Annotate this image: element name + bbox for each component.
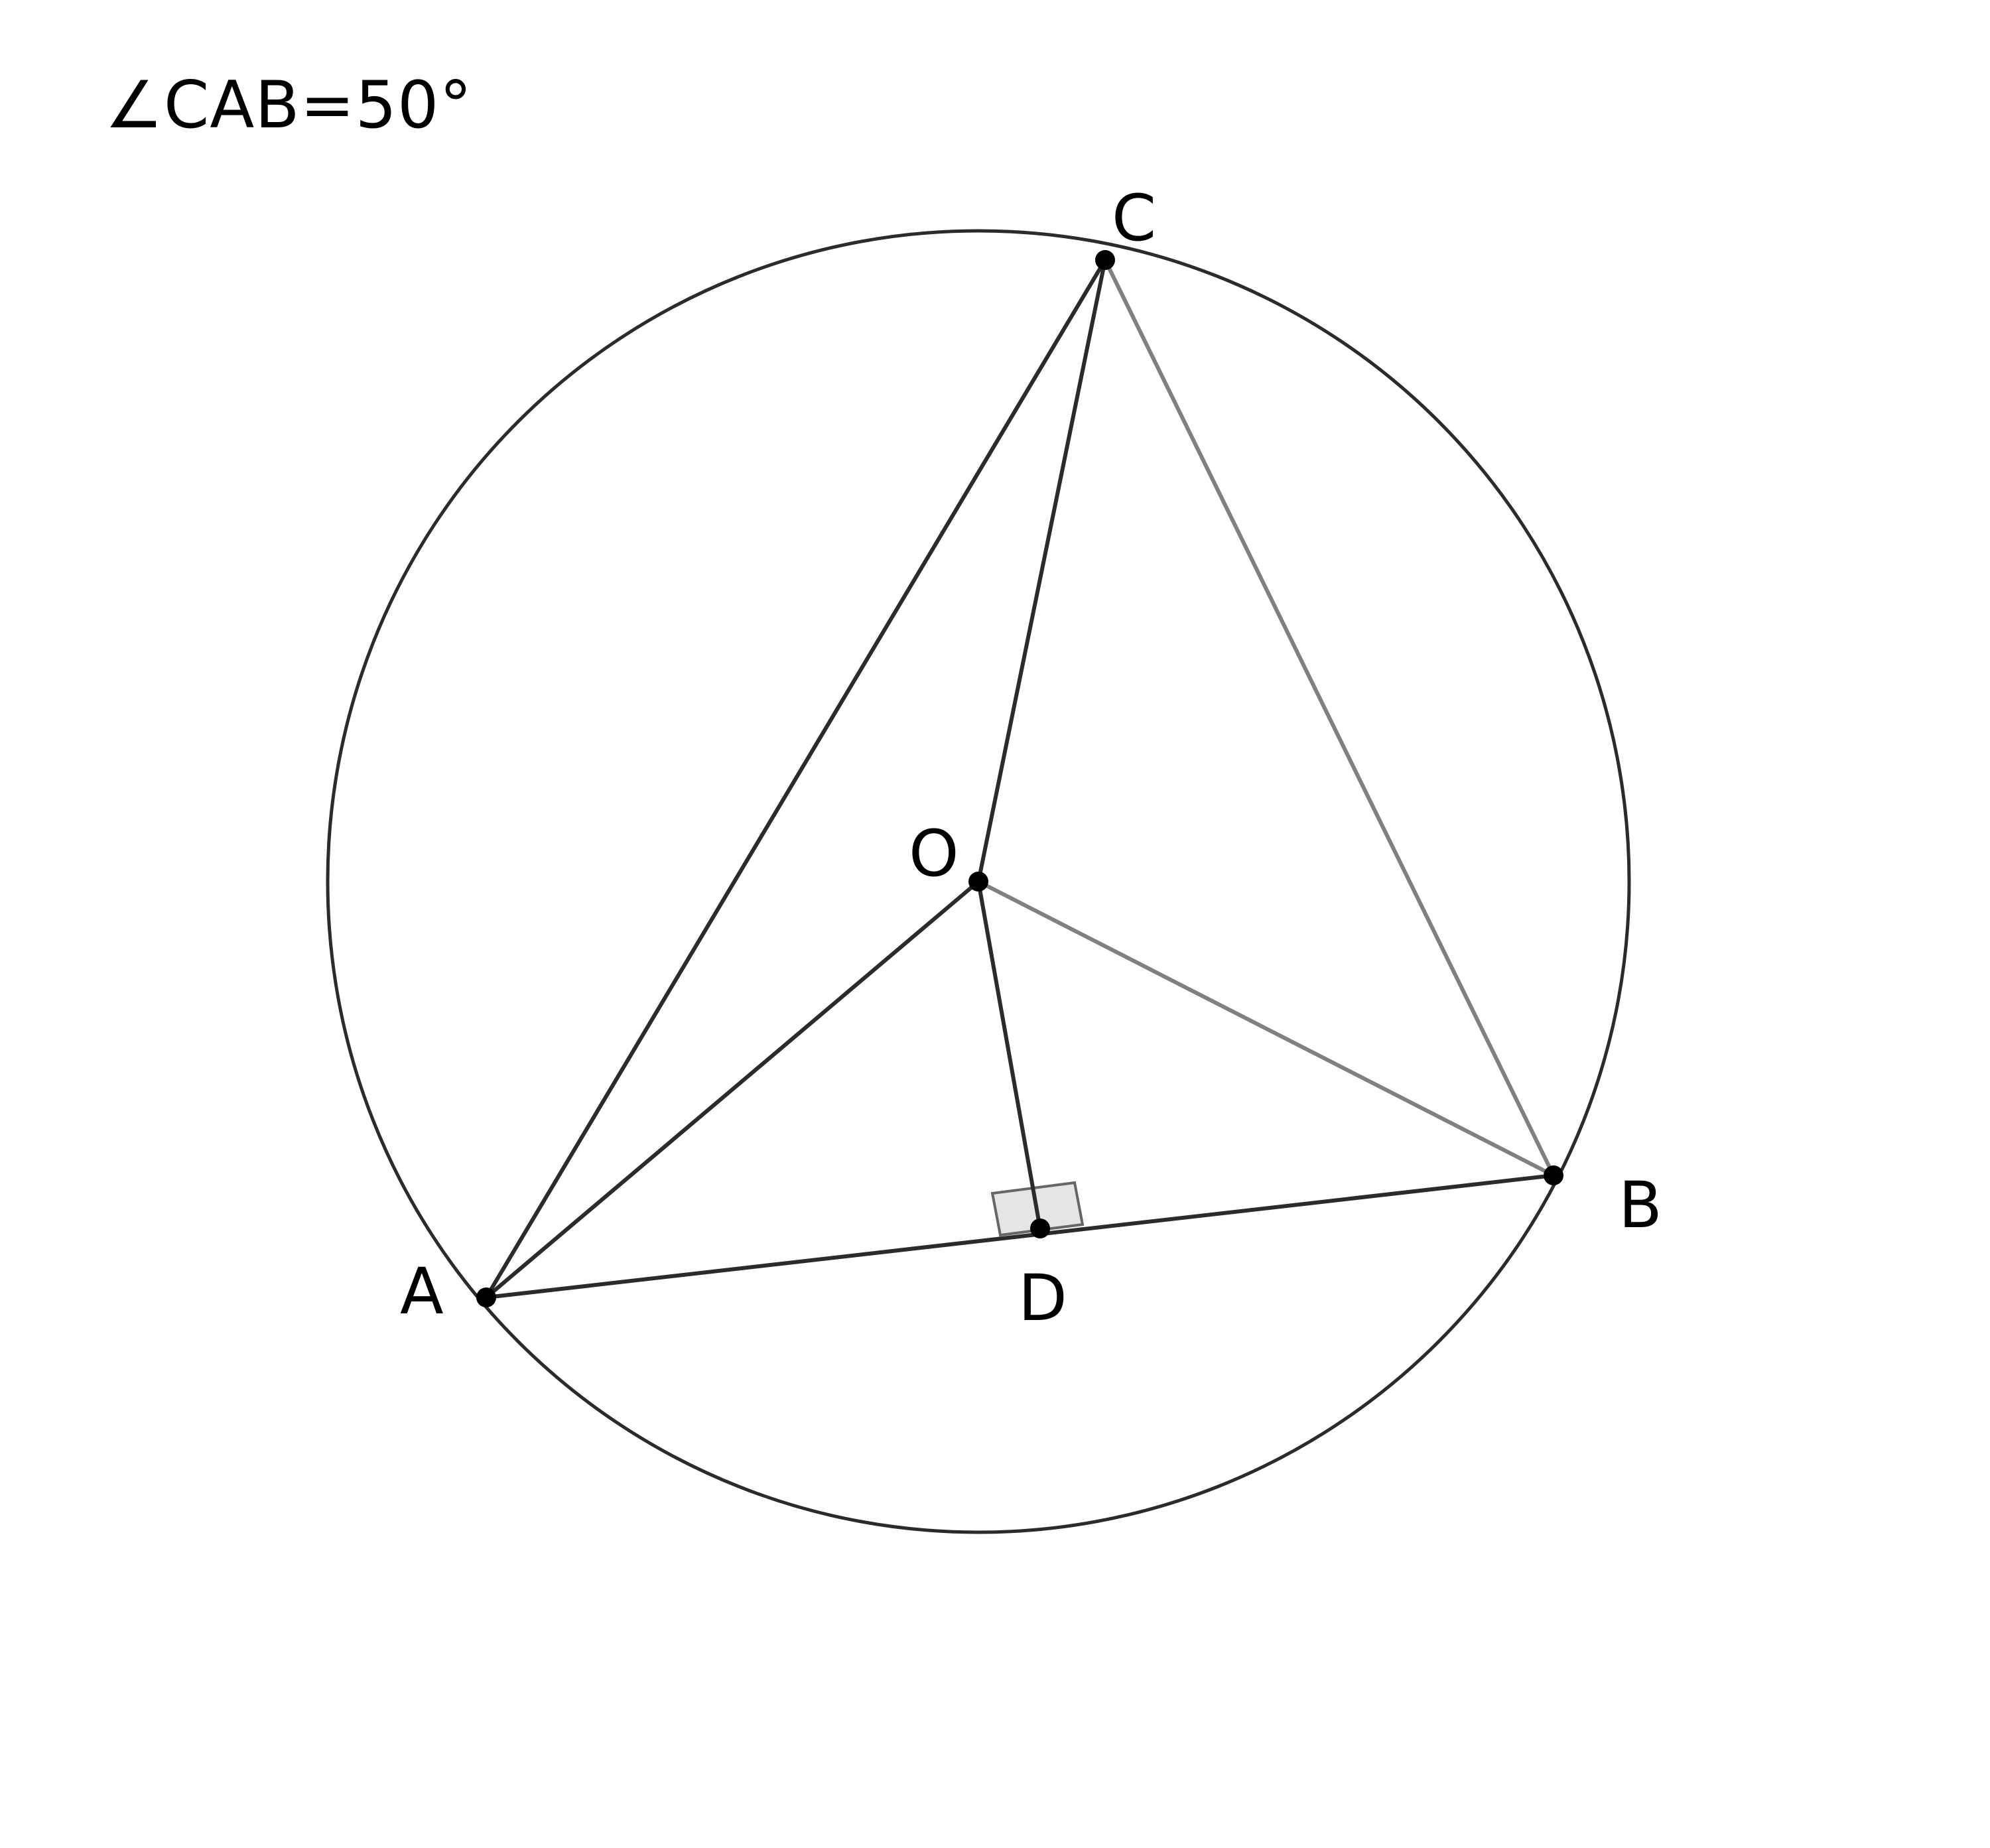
label-b: B [1619, 1168, 1662, 1242]
angle-annotation: ∠CAB=50° [105, 68, 473, 143]
point-c [1095, 250, 1115, 270]
segment-ac [484, 259, 1107, 1299]
segment-ob [977, 880, 1555, 1177]
point-a [476, 1287, 496, 1307]
segment-ab [486, 1173, 1554, 1299]
label-c: C [1112, 181, 1156, 255]
point-o [968, 872, 988, 891]
point-b [1544, 1165, 1563, 1185]
segment-ao [485, 880, 980, 1299]
label-o: O [909, 817, 959, 891]
segment-cb [1103, 259, 1556, 1177]
point-d [1030, 1219, 1050, 1238]
circumcircle [326, 229, 1631, 1534]
segment-co [976, 259, 1107, 882]
label-a: A [400, 1254, 444, 1329]
label-d: D [1018, 1261, 1067, 1335]
segment-od [976, 881, 1042, 1229]
